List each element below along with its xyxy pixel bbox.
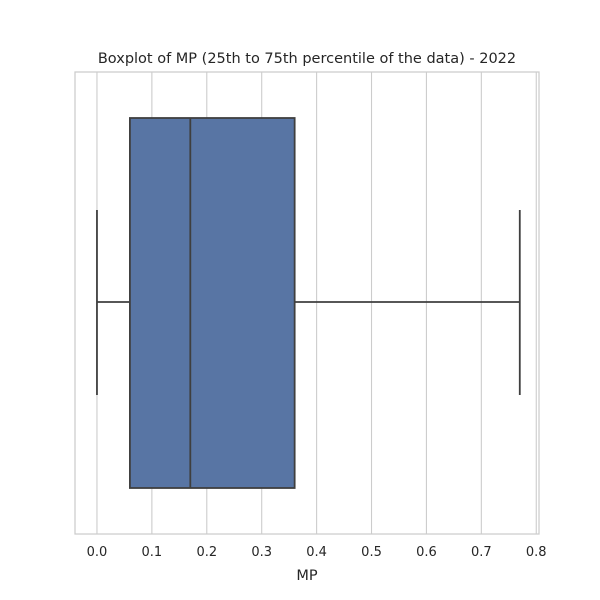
box-layer — [96, 117, 521, 489]
x-tick-label-0: 0.0 — [87, 545, 108, 560]
x-axis-label: MP — [296, 568, 318, 584]
x-tick-label-5: 0.5 — [361, 545, 382, 560]
x-tick-label-1: 0.1 — [142, 545, 163, 560]
chart-title: Boxplot of MP (25th to 75th percentile o… — [98, 51, 516, 67]
x-tick-label-4: 0.4 — [306, 545, 327, 560]
iqr-box — [129, 117, 296, 489]
x-tick-label-7: 0.7 — [471, 545, 492, 560]
x-tick-labels: 0.0 0.1 0.2 0.3 0.4 0.5 0.6 0.7 0.8 — [87, 545, 547, 560]
x-tick-label-8: 0.8 — [526, 545, 547, 560]
x-tick-label-3: 0.3 — [251, 545, 272, 560]
x-tick-label-6: 0.6 — [416, 545, 437, 560]
plot-frame — [74, 71, 540, 535]
x-tick-label-2: 0.2 — [196, 545, 217, 560]
